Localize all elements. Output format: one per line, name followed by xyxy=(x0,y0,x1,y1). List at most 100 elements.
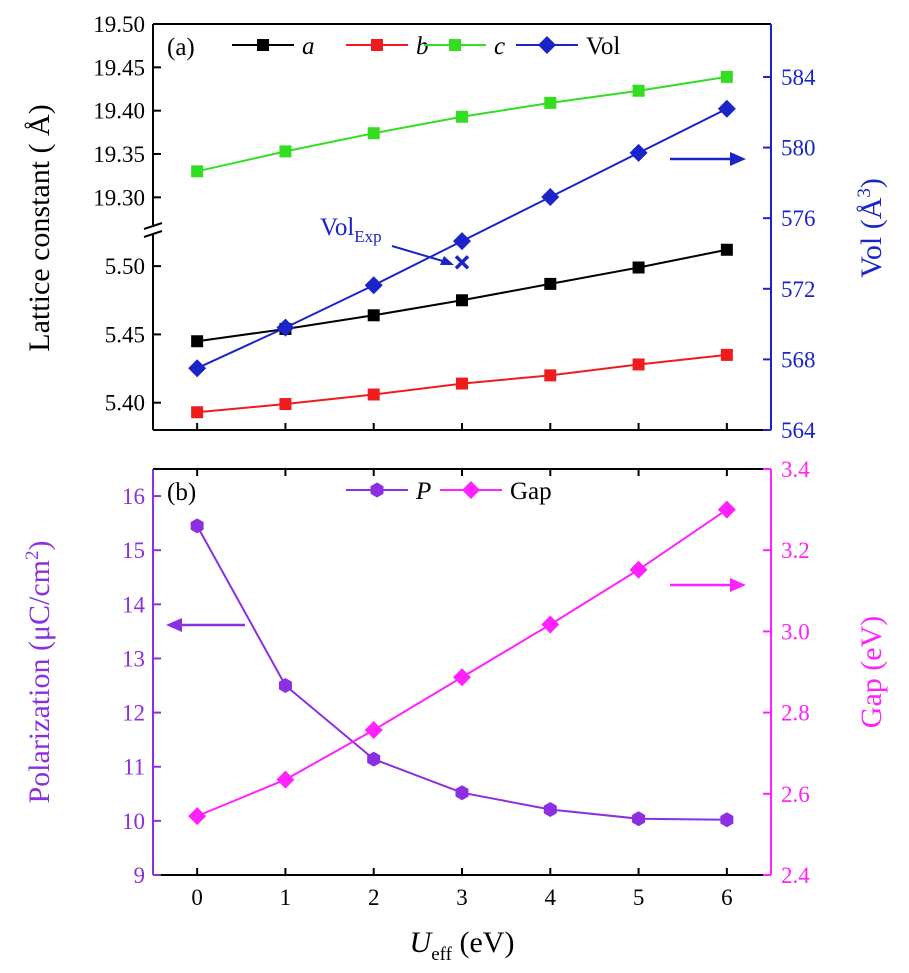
y-left-label-b-sup: 2 xyxy=(22,550,43,560)
x-axis-label: Ueff (eV) xyxy=(410,926,515,965)
y-left-tick-label: 19.45 xyxy=(93,55,145,80)
y-right-tick-label: 3.0 xyxy=(781,619,810,644)
data-point-vol xyxy=(364,276,383,295)
data-point-b xyxy=(191,406,204,419)
data-point-p xyxy=(455,785,469,801)
data-point-p xyxy=(190,518,204,534)
legend-label-vol: Vol xyxy=(586,33,620,60)
x-tick-label: 6 xyxy=(721,885,733,910)
legend-marker-gap xyxy=(462,481,480,499)
data-point-p xyxy=(632,811,646,827)
data-point-gap xyxy=(541,615,560,634)
y-right-tick-label: 584 xyxy=(781,65,816,90)
x-tick-label: 1 xyxy=(280,885,292,910)
data-point-b xyxy=(720,348,733,361)
y-left-label-b-close: ) xyxy=(23,540,56,550)
x-axis-label-unit: (eV) xyxy=(452,926,514,959)
data-point-vol xyxy=(276,318,295,337)
y-right-label-b: Gap (eV) xyxy=(855,616,888,728)
vol-exp-label: VolExp xyxy=(320,214,382,246)
data-point-vol xyxy=(453,232,471,251)
y-left-tick-label: 15 xyxy=(122,538,145,563)
y-right-tick-label: 2.4 xyxy=(781,863,810,888)
y-left-tick-label: 12 xyxy=(122,701,145,726)
legend-marker-b xyxy=(371,39,383,51)
y-left-tick-label: 19.30 xyxy=(93,185,145,210)
vol-axis-arrow-head xyxy=(730,152,746,166)
x-tick-label: 2 xyxy=(368,885,380,910)
y-left-label-b: Polarization (μC/cm2) xyxy=(22,540,56,803)
data-point-c xyxy=(544,96,557,109)
y-right-tick-label: 3.2 xyxy=(781,538,810,563)
legend-marker-vol xyxy=(538,36,556,54)
data-point-gap xyxy=(453,668,471,687)
data-point-c xyxy=(456,110,468,123)
x-axis-label-sub: eff xyxy=(431,944,452,965)
vol-exp-label-sub: Exp xyxy=(354,227,381,246)
data-point-vol xyxy=(629,143,648,162)
y-left-tick-label: 19.35 xyxy=(93,142,145,167)
data-point-vol xyxy=(717,99,736,118)
legend-marker-p xyxy=(370,482,384,498)
y-left-tick-label: 14 xyxy=(122,592,146,617)
y-right-tick-label: 2.6 xyxy=(781,782,810,807)
data-point-b xyxy=(632,358,645,371)
x-axis-label-symbol: U xyxy=(410,926,434,959)
legend-marker-a xyxy=(257,39,269,51)
vol-exp-pointer-shaft xyxy=(391,245,447,263)
data-point-b xyxy=(279,398,292,411)
data-point-a xyxy=(456,294,468,307)
y-right-label-a-close: ) xyxy=(855,178,888,188)
series-line-c xyxy=(196,75,728,173)
legend-label-p: P xyxy=(415,478,431,505)
x-tick-label: 3 xyxy=(456,885,468,910)
panel-b-label: (b) xyxy=(167,479,196,506)
y-right-tick-label: 3.4 xyxy=(781,457,810,482)
data-point-gap xyxy=(717,500,736,519)
vol-exp-marker xyxy=(454,255,470,270)
y-left-tick-label: 11 xyxy=(123,755,145,780)
data-point-gap xyxy=(276,770,295,789)
y-left-label-b-main: Polarization (μC/cm xyxy=(23,560,56,804)
y-right-label-a-main: Vol (Å xyxy=(855,197,888,278)
y-left-tick-label: 16 xyxy=(122,484,145,509)
y-right-label-a-sup: 3 xyxy=(854,188,875,198)
x-tick-label: 0 xyxy=(191,885,203,910)
y-left-tick-label: 19.50 xyxy=(93,12,145,37)
legend-marker-c xyxy=(449,39,461,51)
data-point-a xyxy=(191,335,204,348)
data-point-vol xyxy=(188,359,207,378)
y-right-tick-label: 564 xyxy=(781,418,816,443)
x-tick-label: 4 xyxy=(545,885,557,910)
y-left-tick-label: 9 xyxy=(134,863,146,888)
y-left-tick-label: 5.45 xyxy=(105,322,145,347)
vol-exp-label-main: Vol xyxy=(320,214,354,241)
axis-break-mark xyxy=(143,222,163,230)
x-tick-label: 5 xyxy=(633,885,645,910)
data-point-b xyxy=(544,369,557,382)
data-point-p xyxy=(367,751,381,767)
y-right-tick-label: 568 xyxy=(781,347,816,372)
data-point-p xyxy=(278,678,292,694)
data-point-vol xyxy=(541,187,560,206)
panel-a-label: (a) xyxy=(167,34,195,61)
data-point-gap xyxy=(188,807,207,826)
data-point-c xyxy=(279,145,292,158)
vol-exp-marker-stroke xyxy=(454,255,470,270)
legend-label-gap: Gap xyxy=(510,478,552,505)
data-point-b xyxy=(456,377,468,390)
data-point-c xyxy=(191,165,204,178)
series-line-gap xyxy=(196,508,728,818)
y-right-tick-label: 572 xyxy=(781,277,816,302)
y-right-tick-label: 2.8 xyxy=(781,701,810,726)
vol-exp-pointer-head xyxy=(440,256,454,265)
legend-label-c: c xyxy=(494,33,505,60)
polarization-axis-arrow-head xyxy=(166,618,182,632)
data-point-c xyxy=(367,127,380,140)
y-left-label-a: Lattice constant ( Å) xyxy=(23,104,56,351)
axis-break-mark xyxy=(143,230,163,238)
data-point-b xyxy=(367,388,380,401)
data-point-gap xyxy=(364,721,383,740)
data-point-c xyxy=(632,84,645,97)
